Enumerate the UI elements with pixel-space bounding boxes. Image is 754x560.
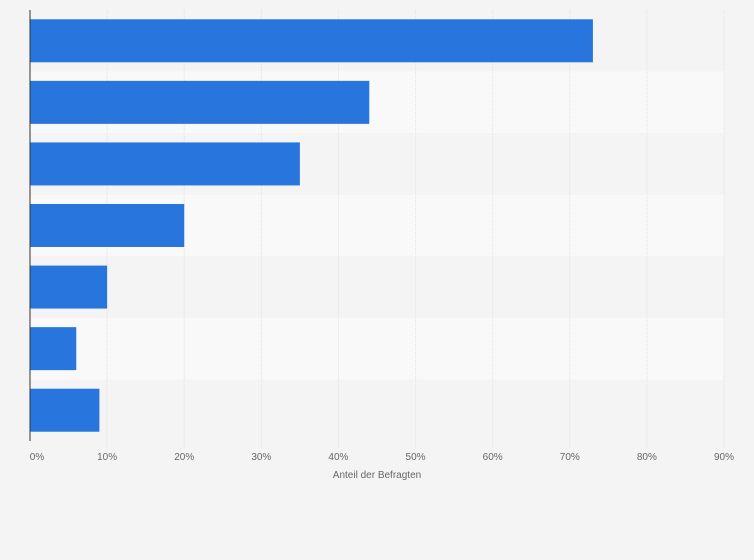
x-tick-label: 70% [560, 452, 580, 463]
x-tick-label: 50% [406, 452, 426, 463]
x-axis-title: Anteil der Befragten [333, 470, 421, 481]
bar[interactable] [30, 80, 370, 124]
bars [30, 19, 593, 432]
bar[interactable] [30, 19, 593, 63]
x-tick-label: 10% [97, 452, 117, 463]
bar[interactable] [30, 388, 100, 432]
x-tick-label: 30% [251, 452, 271, 463]
x-axis-ticks: 0% 10% 20% 30% 40% 50% 60% 70% 80% 90% [30, 452, 734, 463]
x-tick-label: 40% [328, 452, 348, 463]
row-bands [30, 10, 724, 441]
row-band [30, 379, 724, 441]
row-band [30, 317, 724, 380]
x-tick-label: 0% [30, 452, 45, 463]
bar[interactable] [30, 204, 185, 247]
row-band [30, 256, 724, 318]
x-tick-label: 20% [174, 452, 194, 463]
bar[interactable] [30, 142, 300, 186]
x-tick-label: 60% [483, 452, 503, 463]
x-tick-label: 90% [714, 452, 734, 463]
x-tick-label: 80% [637, 452, 657, 463]
bar[interactable] [30, 265, 108, 309]
bar[interactable] [30, 327, 77, 371]
